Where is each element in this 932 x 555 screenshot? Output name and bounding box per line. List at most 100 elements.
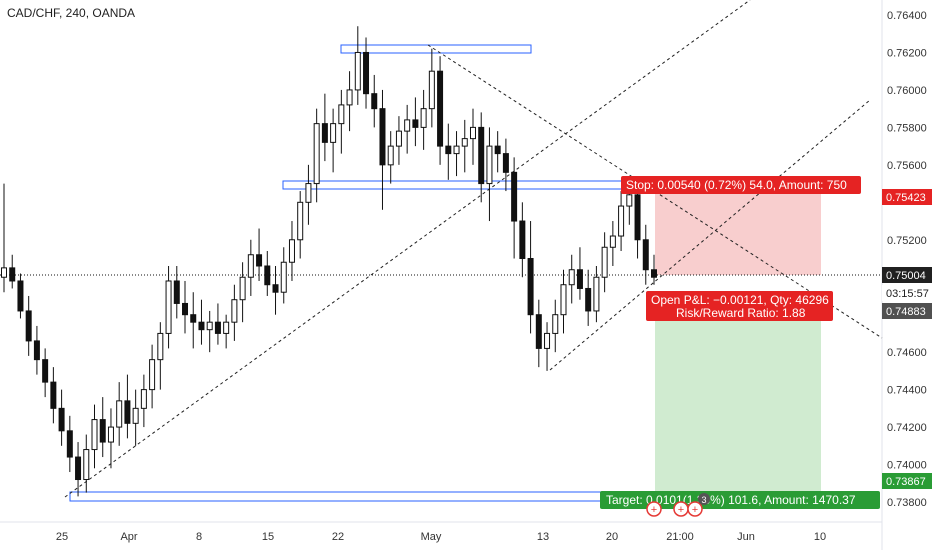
- current-price-tag: 0.75004 03:15:57: [882, 267, 932, 301]
- time-axis-ticks: 25 Apr 8 15 22 May 13 20 21:00 Jun 10: [56, 531, 826, 543]
- candle-body: [642, 239, 649, 271]
- candle-body: [387, 145, 394, 166]
- candle-body: [486, 145, 493, 185]
- candle-body: [231, 299, 238, 323]
- rr-label-text: Risk/Reward Ratio: 1.88: [676, 306, 806, 320]
- event-count-badge[interactable]: [698, 493, 710, 505]
- candle-body: [576, 269, 583, 289]
- candle-body: [313, 123, 320, 185]
- candle-body: [190, 314, 197, 323]
- candle-body: [124, 400, 131, 424]
- candle-body: [297, 201, 304, 241]
- candle-body: [478, 126, 485, 185]
- candle-body: [404, 119, 411, 132]
- candle-body: [83, 449, 90, 481]
- event-plus-icon[interactable]: [687, 501, 703, 517]
- top-resistance-zone[interactable]: [340, 44, 532, 54]
- channel-trend-line[interactable]: [549, 99, 871, 371]
- price-tick-label: 0.76000: [887, 85, 927, 97]
- candle-body: [223, 321, 230, 334]
- candle-body: [511, 171, 518, 222]
- candle-body: [626, 194, 633, 207]
- candle-body: [288, 239, 295, 263]
- event-markers[interactable]: + + + 3: [646, 493, 710, 517]
- candle-body: [437, 70, 444, 147]
- take-profit-area[interactable]: [655, 320, 821, 500]
- bar-countdown-text: 03:15:57: [886, 288, 929, 300]
- time-tick-label: 21:00: [666, 531, 694, 543]
- price-tick-label: 0.74400: [887, 385, 927, 397]
- stop-loss-area[interactable]: [655, 194, 821, 275]
- price-tick-label: 0.76200: [887, 47, 927, 59]
- candle-body: [445, 145, 452, 155]
- time-tick-label: 13: [537, 531, 549, 543]
- stop-label-text: Stop: 0.00540 (0.72%) 54.0, Amount: 750: [626, 178, 847, 192]
- candle-body: [256, 254, 263, 267]
- candle-body: [469, 126, 476, 140]
- price-tick-label: 0.73800: [887, 497, 927, 509]
- candle-body: [544, 332, 551, 349]
- price-tick-label: 0.74600: [887, 347, 927, 359]
- candle-body: [379, 108, 386, 166]
- time-tick-label: 15: [262, 531, 274, 543]
- event-plus-icon[interactable]: [646, 501, 662, 517]
- time-tick-label: 25: [56, 531, 68, 543]
- candle-body: [264, 265, 271, 286]
- pnl-label[interactable]: Open P&L: −0.00121, Qty: 46296 Risk/Rewa…: [646, 291, 833, 321]
- price-tick-label: 0.75800: [887, 122, 927, 134]
- stop-label[interactable]: Stop: 0.00540 (0.72%) 54.0, Amount: 750: [621, 176, 861, 194]
- candle-body: [420, 108, 427, 128]
- symbol-title: CAD/CHF, 240, OANDA: [7, 6, 136, 20]
- candle-body: [17, 280, 24, 312]
- time-tick-label: Jun: [737, 531, 755, 543]
- candle-body: [412, 119, 419, 128]
- candle-body: [198, 321, 205, 331]
- candle-body: [1, 267, 7, 278]
- candle-body: [165, 280, 172, 334]
- candle-body: [601, 246, 608, 278]
- entry-price-text: 0.74883: [886, 306, 926, 318]
- candle-body: [363, 51, 370, 95]
- candle-body: [116, 400, 123, 428]
- target-label[interactable]: Target: 0.0101(1.36%) 101.6, Amount: 147…: [600, 491, 880, 509]
- price-tick-label: 0.74000: [887, 460, 927, 472]
- candle-body: [9, 267, 16, 282]
- candle-body: [502, 153, 509, 173]
- candle-body: [428, 70, 435, 110]
- current-price-text: 0.75004: [886, 270, 926, 282]
- candle-body: [494, 145, 501, 155]
- target-price-text: 0.73867: [886, 476, 926, 488]
- candle-body: [42, 359, 49, 383]
- target-label-text: Target: 0.0101(1.36%) 101.6, Amount: 147…: [606, 493, 856, 507]
- candle-body: [634, 194, 641, 241]
- price-axis-ticks: 0.76400 0.76200 0.76000 0.75800 0.75600 0.752…: [887, 10, 927, 509]
- candle-body: [280, 261, 287, 293]
- candle-body: [568, 269, 575, 286]
- candle-body: [214, 321, 221, 334]
- candle-body: [535, 314, 542, 349]
- candle-body: [33, 340, 40, 361]
- candle-body: [272, 284, 279, 293]
- event-count-text: 3: [701, 495, 706, 505]
- candle-body: [338, 104, 345, 125]
- event-plus-icon-glyph: +: [651, 504, 657, 516]
- stop-price-text: 0.75423: [886, 192, 926, 204]
- target-price-tag: 0.73867: [882, 473, 932, 489]
- candle-body: [173, 280, 180, 304]
- candle-body: [99, 419, 106, 443]
- time-tick-label: Apr: [120, 531, 137, 543]
- stop-price-tag: 0.75423: [882, 189, 932, 205]
- price-tick-label: 0.74200: [887, 422, 927, 434]
- candle-body: [206, 321, 213, 331]
- candle-body: [346, 89, 353, 106]
- candle-body: [140, 389, 147, 409]
- candle-body: [305, 183, 312, 203]
- time-tick-label: 8: [196, 531, 202, 543]
- entry-price-tag: 0.74883: [882, 303, 932, 319]
- candle-body: [527, 258, 534, 316]
- price-tick-label: 0.76400: [887, 10, 927, 22]
- time-tick-label: 10: [814, 531, 826, 543]
- candle-body: [149, 359, 156, 391]
